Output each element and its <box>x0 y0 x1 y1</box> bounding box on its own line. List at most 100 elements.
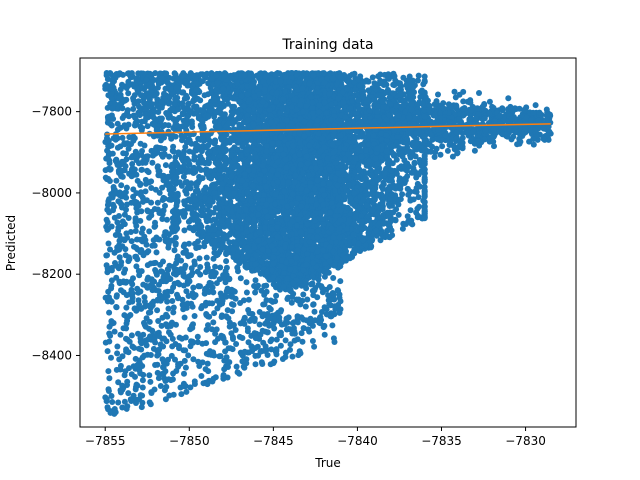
scatter-point <box>439 143 446 150</box>
scatter-point <box>105 388 112 394</box>
scatter-point <box>182 334 189 341</box>
scatter-point <box>151 242 158 249</box>
scatter-point <box>264 352 271 358</box>
scatter-point <box>196 255 203 262</box>
scatter-point <box>435 91 441 98</box>
scatter-point <box>190 98 197 105</box>
scatter-point <box>103 155 110 162</box>
scatter-point <box>102 339 109 346</box>
scatter-point <box>147 378 154 385</box>
scatter-point <box>182 262 189 269</box>
scatter-point <box>330 335 337 342</box>
scatter-point <box>105 240 112 247</box>
scatter-point <box>287 341 294 348</box>
scatter-point <box>136 272 143 279</box>
scatter-point <box>309 338 316 344</box>
scatter-point <box>223 264 230 271</box>
scatter-point <box>106 309 113 316</box>
scatter-point <box>210 319 217 326</box>
scatter-point <box>123 201 130 208</box>
scatter-point <box>174 253 181 260</box>
scatter-point <box>182 364 189 371</box>
scatter-point <box>214 305 221 312</box>
scatter-point <box>129 161 136 167</box>
scatter-point <box>412 153 419 160</box>
scatter-point <box>145 169 152 176</box>
scatter-point <box>249 311 256 317</box>
scatter-point <box>304 296 311 303</box>
scatter-point <box>181 357 188 364</box>
scatter-point <box>311 308 318 315</box>
scatter-point <box>146 228 153 235</box>
scatter-point <box>119 115 126 121</box>
scatter-point <box>114 350 121 357</box>
scatter-point <box>181 227 188 234</box>
scatter-point <box>166 153 173 160</box>
scatter-point <box>437 151 444 158</box>
scatter-point <box>181 314 188 321</box>
scatter-point <box>150 345 157 352</box>
scatter-point <box>454 149 461 156</box>
scatter-point <box>115 399 122 406</box>
scatter-point <box>243 279 250 286</box>
scatter-point <box>152 339 159 346</box>
scatter-point <box>267 361 274 368</box>
scatter-point <box>104 348 111 355</box>
scatter-point <box>114 219 121 226</box>
scatter-point <box>321 331 328 338</box>
scatter-point <box>178 391 185 398</box>
scatter-point <box>119 134 126 141</box>
scatter-point <box>159 184 166 191</box>
scatter-point <box>229 308 236 315</box>
scatter-point <box>109 399 116 405</box>
scatter-point <box>116 254 123 261</box>
scatter-point <box>150 133 157 140</box>
scatter-point <box>263 288 270 295</box>
scatter-point <box>407 207 414 214</box>
scatter-point <box>205 322 211 329</box>
scatter-point <box>409 149 416 156</box>
scatter-point <box>144 123 151 130</box>
scatter-point <box>204 360 211 367</box>
scatter-point <box>233 363 240 370</box>
scatter-point <box>125 215 132 221</box>
scatter-point <box>105 137 112 144</box>
scatter-point <box>139 377 146 384</box>
scatter-point <box>131 122 138 129</box>
scatter-point <box>190 356 197 363</box>
scatter-point <box>133 222 140 229</box>
scatter-point <box>421 198 428 205</box>
scatter-point <box>157 383 164 389</box>
scatter-point <box>252 277 259 284</box>
scatter-point <box>165 276 171 283</box>
scatter-point <box>138 166 145 173</box>
scatter-point <box>130 275 136 282</box>
scatter-point <box>121 398 128 405</box>
scatter-point <box>146 179 153 186</box>
scatter-point <box>106 294 112 301</box>
scatter-point <box>407 197 414 204</box>
scatter-point <box>270 281 277 288</box>
scatter-point <box>245 307 252 313</box>
scatter-point <box>185 352 192 359</box>
scatter-point <box>532 102 539 109</box>
scatter-point <box>451 88 458 95</box>
scatter-point <box>395 211 402 218</box>
scatter-point <box>187 343 194 350</box>
scatter-point <box>185 218 192 225</box>
scatter-point <box>113 274 120 281</box>
scatter-point <box>125 90 132 97</box>
scatter-point <box>407 154 414 161</box>
scatter-point <box>516 105 523 112</box>
scatter-point <box>171 247 178 254</box>
scatter-point <box>163 383 170 390</box>
scatter-point <box>115 379 122 386</box>
scatter-point <box>222 279 229 286</box>
scatter-point <box>203 326 210 333</box>
scatter-point <box>159 216 166 222</box>
scatter-point <box>144 351 151 358</box>
scatter-point <box>399 225 406 232</box>
scatter-point <box>279 356 286 362</box>
scatter-point <box>183 288 190 295</box>
scatter-point <box>126 299 133 306</box>
